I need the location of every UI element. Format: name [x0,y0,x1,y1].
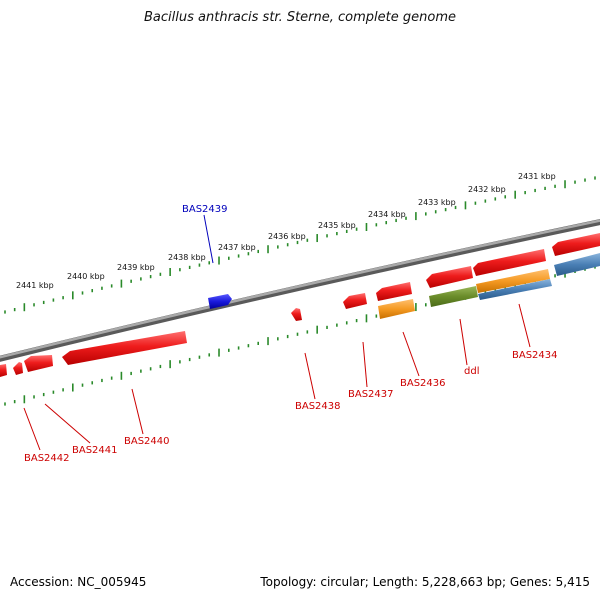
genome-summary-text: Topology: circular; Length: 5,228,663 bp… [260,575,590,589]
scale-label-2432: 2432 kbp [468,185,506,194]
map-title: Bacillus anthracis str. Sterne, complete… [144,10,456,25]
gene-labels: BAS2439 BAS2442 BAS2441 BAS2440 BAS2438 … [24,204,558,464]
scale-label-2438: 2438 kbp [168,253,206,262]
gene-arrow[interactable] [552,233,600,256]
scale-label-2434: 2434 kbp [368,210,406,219]
gene-label-BAS2438[interactable]: BAS2438 [295,401,341,412]
gene-label-BAS2436[interactable]: BAS2436 [400,378,446,389]
gene-label-BAS2442[interactable]: BAS2442 [24,453,70,464]
label-leaders [23,214,531,451]
gene-label-ddl[interactable]: ddl [464,366,479,377]
gene-arrow[interactable] [0,364,7,377]
gene-arrow[interactable] [478,279,552,300]
gene-BAS2441-arrow[interactable] [24,355,53,372]
scale-label-2437: 2437 kbp [218,243,256,252]
gene-features [0,233,600,377]
gene-arrow[interactable] [426,266,473,288]
gene-label-BAS2439[interactable]: BAS2439 [182,204,228,215]
accession-text: Accession: NC_005945 [10,575,147,589]
scale-label-2436: 2436 kbp [268,232,306,241]
outer-scale-ticks [4,176,596,314]
gene-BAS2442-arrow[interactable] [13,362,23,375]
gene-BAS2439-arrow[interactable] [208,294,232,309]
scale-label-2433: 2433 kbp [418,198,456,207]
scale-label-2439: 2439 kbp [117,263,155,272]
gene-ddl-arrow[interactable] [429,286,478,307]
gene-label-BAS2441[interactable]: BAS2441 [72,445,118,456]
gene-label-BAS2437[interactable]: BAS2437 [348,389,394,400]
scale-label-2435: 2435 kbp [318,221,356,230]
gene-arrow[interactable] [376,282,412,301]
gene-BAS2440-arrow[interactable] [62,331,187,365]
genome-backbone [0,219,600,362]
scale-label-2440: 2440 kbp [67,272,105,281]
gene-BAS2437-arrow[interactable] [343,293,367,309]
scale-label-2431: 2431 kbp [518,172,556,181]
scale-labels: 2441 kbp 2440 kbp 2439 kbp 2438 kbp 2437… [16,172,556,290]
gene-BAS2438-arrow[interactable] [291,308,302,321]
gene-arrow[interactable] [473,249,546,276]
gene-arrow[interactable] [554,253,600,276]
gene-label-BAS2440[interactable]: BAS2440 [124,436,170,447]
gene-BAS2436-arrow[interactable] [378,299,415,319]
gene-BAS2434-arrow[interactable] [476,269,550,293]
gene-label-BAS2434[interactable]: BAS2434 [512,350,558,361]
scale-label-2441: 2441 kbp [16,281,54,290]
